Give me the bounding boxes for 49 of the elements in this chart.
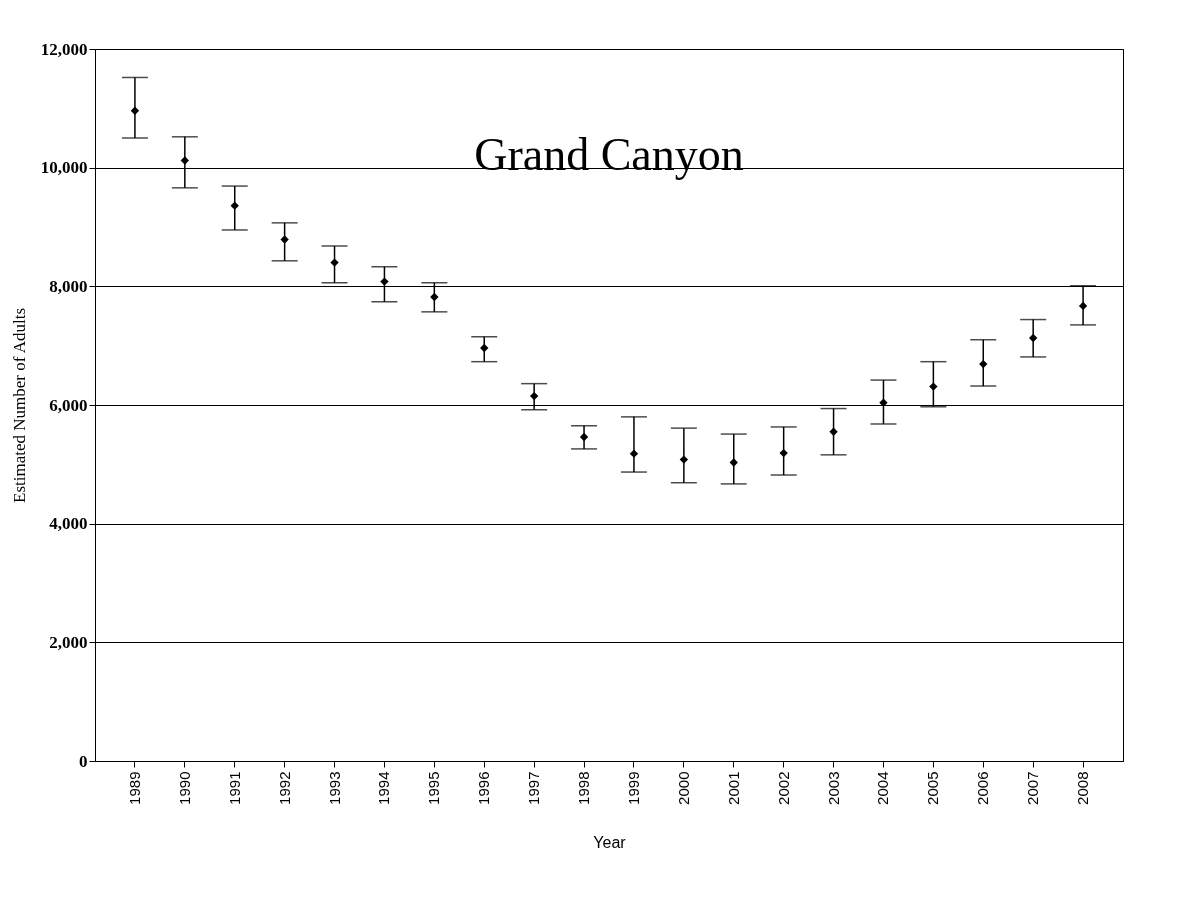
point (979, 359, 988, 369)
point (480, 343, 489, 353)
y-tick-label: 4,000 (49, 514, 88, 534)
y-axis-title: Estimated Number of Adults (9, 307, 29, 504)
x-tick-label: 1996 (475, 771, 493, 805)
point (1028, 333, 1038, 343)
x-tick-label: 2000 (674, 771, 692, 805)
x-tick-label: 1989 (125, 771, 143, 805)
point (380, 277, 389, 286)
y-tick-label: 8,000 (49, 276, 88, 296)
point (579, 432, 589, 442)
x-tick-label: 2006 (974, 771, 992, 805)
y-tick-label: 0 (79, 751, 88, 771)
point (929, 382, 938, 391)
x-tick-label: 1999 (624, 771, 642, 805)
x-tick-label: 2001 (724, 771, 742, 805)
point (679, 455, 689, 464)
x-tick-label: 1992 (275, 771, 293, 805)
x-tick-label: 1998 (575, 771, 593, 805)
point (230, 201, 239, 210)
y-tick-label: 12,000 (40, 39, 88, 59)
y-tick-label: 2,000 (49, 632, 88, 652)
y-tick-label: 10,000 (40, 158, 88, 178)
x-tick-label: 2008 (1074, 771, 1092, 805)
point (729, 458, 738, 467)
point (430, 292, 439, 302)
point (529, 391, 539, 401)
x-tick-label: 2005 (924, 771, 942, 805)
point (130, 106, 140, 115)
point (879, 398, 888, 407)
y-tick-label: 6,000 (49, 395, 88, 415)
x-tick-label: 2004 (874, 771, 892, 805)
x-tick-label: 2007 (1024, 771, 1042, 805)
x-tick-label: 1990 (175, 771, 193, 805)
x-tick-label: 1997 (525, 771, 543, 805)
x-tick-label: 1991 (225, 771, 243, 805)
x-tick-label: 1995 (425, 771, 443, 805)
x-tick-label: 2003 (824, 771, 842, 805)
point (829, 427, 838, 436)
point (779, 448, 788, 458)
x-tick-label: 2002 (774, 771, 792, 805)
point (1078, 301, 1088, 311)
x-axis-title: Year (593, 833, 627, 851)
point (280, 235, 289, 244)
point (330, 258, 339, 267)
x-tick-label: 1994 (375, 771, 393, 805)
point (629, 449, 639, 458)
point (180, 156, 190, 165)
x-tick-label: 1993 (325, 771, 343, 805)
